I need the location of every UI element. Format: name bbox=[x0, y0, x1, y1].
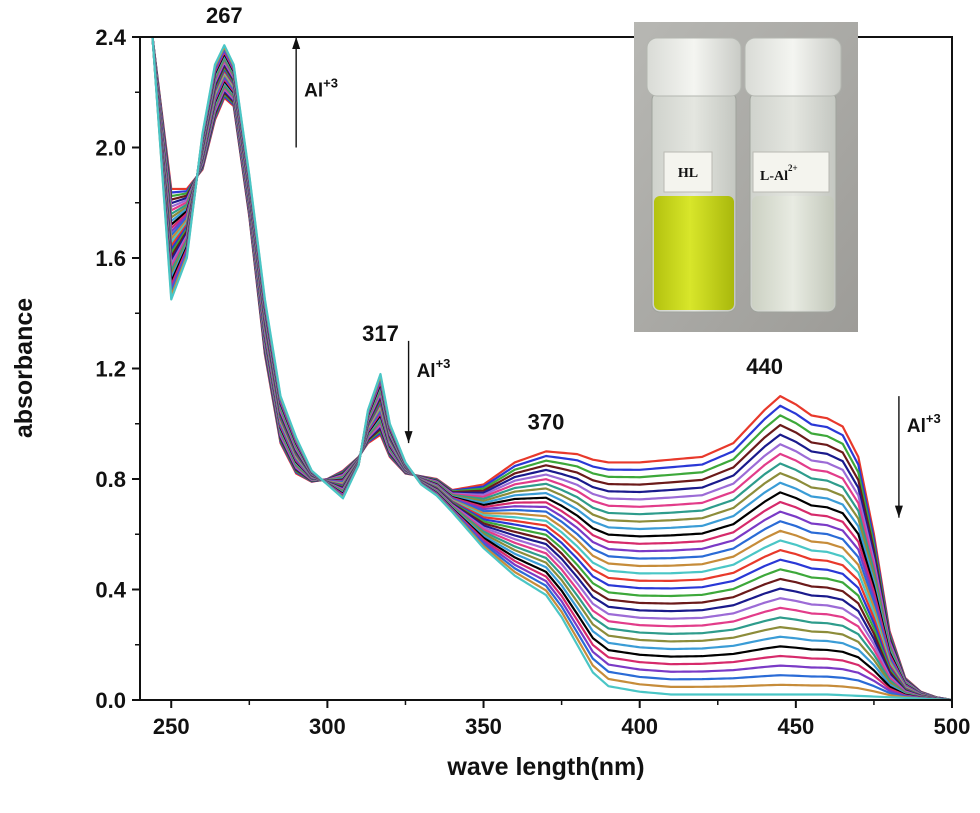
tick-layer: 250 300 350 400 450 500 0.0 0.4 0.8 1.2 1.6 2.0 2.4 bbox=[95, 25, 970, 739]
y-tick-label-2.0: 2.0 bbox=[95, 136, 126, 161]
vial-hl-cap bbox=[646, 37, 742, 97]
vial-l-al-cap bbox=[744, 37, 842, 97]
x-axis-title: wave length(nm) bbox=[446, 753, 644, 781]
vial-hl-liquid bbox=[654, 196, 734, 310]
spectrum-series-32 bbox=[151, 36, 953, 702]
arrow-label-440-down: Al+3 bbox=[907, 411, 941, 437]
vial-l-al-liquid bbox=[752, 196, 834, 310]
arrow-label-317-sup: +3 bbox=[436, 356, 451, 371]
arrow-label-up-sup: +3 bbox=[323, 75, 338, 90]
arrow-label-440-sup: +3 bbox=[926, 411, 941, 426]
trend-arrow-head-3 bbox=[894, 505, 903, 518]
vial-hl: HL bbox=[646, 37, 742, 313]
x-tick-label-350: 350 bbox=[465, 714, 502, 739]
arrow-label-440-text: Al bbox=[907, 416, 926, 437]
peak-label-370: 370 bbox=[528, 409, 565, 434]
arrow-label-317-down: Al+3 bbox=[417, 356, 451, 382]
peak-label-267: 267 bbox=[206, 3, 243, 28]
y-tick-label-1.2: 1.2 bbox=[95, 357, 126, 382]
series-layer bbox=[151, 36, 953, 702]
y-tick-label-0.8: 0.8 bbox=[95, 467, 126, 492]
peak-label-440: 440 bbox=[746, 354, 783, 379]
arrow-label-up: Al+3 bbox=[304, 75, 338, 101]
vial-hl-label: HL bbox=[678, 166, 698, 181]
y-tick-label-0.4: 0.4 bbox=[95, 578, 126, 603]
y-axis-title: absorbance bbox=[10, 298, 38, 438]
peak-label-317: 317 bbox=[362, 321, 399, 346]
x-tick-label-300: 300 bbox=[309, 714, 346, 739]
vial-l-al-label-paper bbox=[752, 151, 830, 193]
y-tick-label-1.6: 1.6 bbox=[95, 246, 126, 271]
y-tick-label-2.4: 2.4 bbox=[95, 25, 126, 50]
arrow-label-317-text: Al bbox=[417, 361, 436, 382]
trend-arrow-head-1 bbox=[292, 37, 301, 49]
x-tick-label-250: 250 bbox=[153, 714, 190, 739]
x-tick-label-450: 450 bbox=[777, 714, 814, 739]
vial-l-al-label-text: L-Al bbox=[760, 169, 788, 184]
vial-l-al-label: L-Al2+ bbox=[760, 163, 798, 184]
y-tick-label-0.0: 0.0 bbox=[95, 688, 126, 713]
inset-photo: HL L-Al2+ bbox=[634, 22, 858, 332]
x-tick-label-400: 400 bbox=[621, 714, 658, 739]
trend-arrows bbox=[292, 37, 903, 518]
vial-hl-label-paper bbox=[663, 151, 713, 193]
vial-l-al: L-Al2+ bbox=[744, 37, 842, 313]
vial-l-al-label-sup: 2+ bbox=[788, 163, 798, 173]
arrow-label-up-text: Al bbox=[304, 80, 323, 101]
x-tick-label-500: 500 bbox=[934, 714, 971, 739]
trend-arrow-head-2 bbox=[404, 431, 413, 444]
